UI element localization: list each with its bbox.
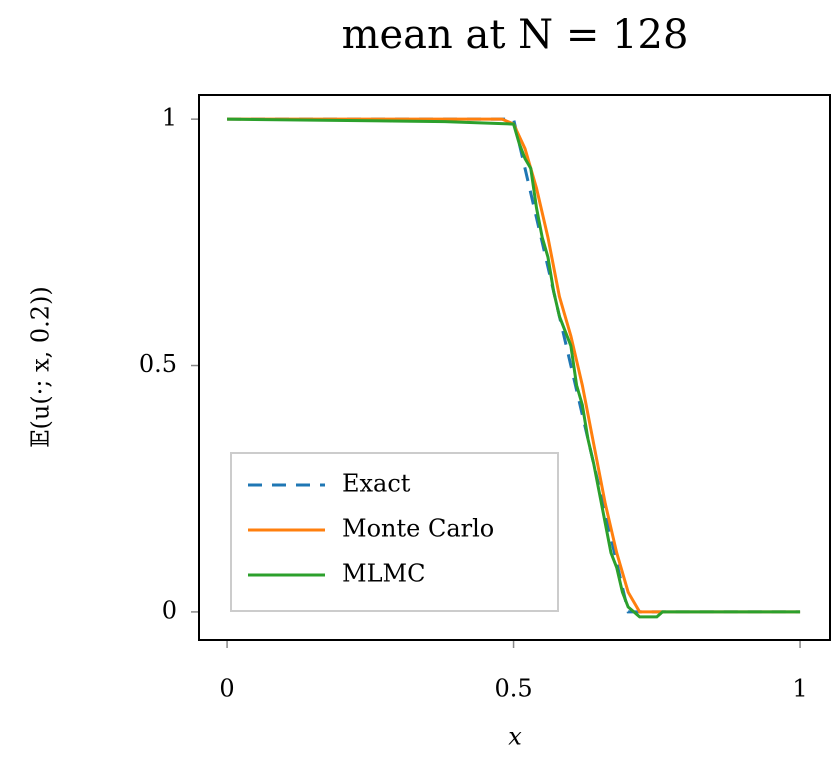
legend-label: MLMC [342,560,425,588]
series-line [227,117,801,614]
legend-box [230,452,559,612]
y-axis-label: 𝔼(u(·; x, 0.2)) [27,286,55,448]
x-axis-label: x [508,723,522,751]
y-tick-label: 0 [162,596,177,624]
x-tick-label: 0 [219,675,234,703]
plot-frame [198,94,831,641]
legend-label: Monte Carlo [342,515,494,543]
legend-label: Exact [342,470,411,498]
series-line [227,117,801,619]
x-tick-label: 1 [792,675,807,703]
y-tick-label: 0.5 [139,350,177,378]
chart-title: mean at N = 128 [342,12,689,58]
y-tick-label: 1 [162,104,177,132]
x-tick-label: 0.5 [494,675,532,703]
